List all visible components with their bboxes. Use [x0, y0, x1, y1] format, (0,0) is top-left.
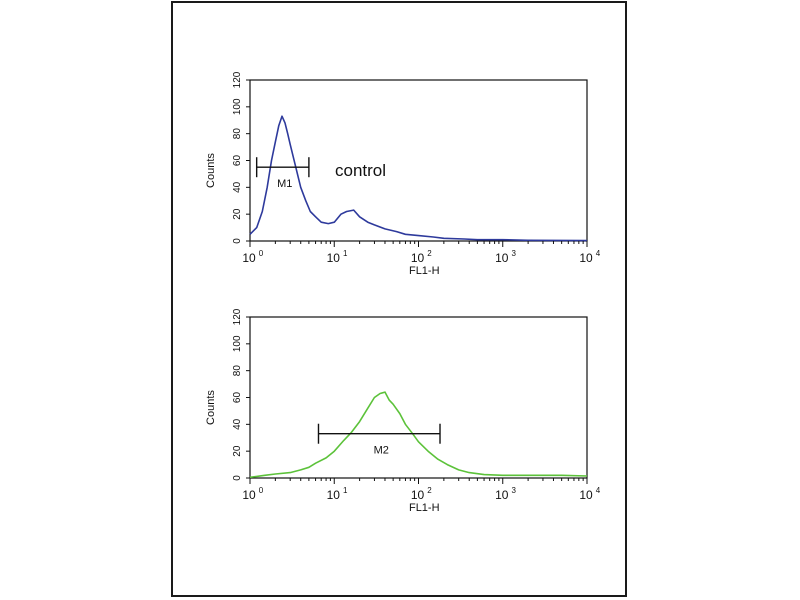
y-tick-label: 80 [232, 128, 243, 140]
y-axis-label: Counts [205, 390, 217, 425]
y-tick-label: 40 [232, 418, 243, 430]
x-tick-exponent: 4 [596, 486, 601, 495]
x-tick-exponent: 3 [512, 249, 517, 258]
x-ticks: 10 0 10 1 10 2 10 3 10 4 [242, 241, 601, 265]
y-tick-label: 120 [232, 71, 243, 88]
y-axis-label: Counts [205, 153, 217, 188]
x-tick-exponent: 1 [343, 486, 348, 495]
y-tick-label: 60 [232, 392, 243, 404]
x-tick-exponent: 3 [512, 486, 517, 495]
y-tick-label: 20 [232, 445, 243, 457]
plot-area-border [249, 316, 588, 479]
x-ticks: 10 0 10 1 10 2 10 3 10 4 [242, 478, 601, 502]
x-tick-label: 10 [495, 251, 509, 265]
y-tick-label: 80 [232, 365, 243, 377]
figure-frame [171, 1, 627, 597]
x-tick-label: 10 [411, 488, 425, 502]
gate-label: M1 [277, 178, 292, 190]
x-tick-label: 10 [579, 488, 593, 502]
x-tick-exponent: 2 [427, 249, 432, 258]
y-ticks: 0 20 40 60 80 100 120 [232, 308, 250, 481]
x-tick-label: 10 [579, 251, 593, 265]
x-tick-label: 10 [242, 251, 256, 265]
y-tick-label: 100 [232, 98, 243, 115]
chart-marks: M1 [249, 115, 588, 242]
axes-frame [249, 316, 588, 479]
y-ticks: 0 20 40 60 80 100 120 [232, 71, 250, 244]
x-tick-label: 10 [411, 251, 425, 265]
axes-frame [249, 79, 588, 242]
y-tick-label: 40 [232, 181, 243, 193]
x-tick-label: 10 [242, 488, 256, 502]
x-tick-exponent: 1 [343, 249, 348, 258]
gate-label: M2 [374, 445, 389, 457]
histogram-line [249, 391, 588, 479]
x-tick-exponent: 4 [596, 249, 601, 258]
x-tick-label: 10 [327, 251, 341, 265]
chart-marks: M2 [249, 391, 588, 479]
control-annotation: control [335, 161, 386, 180]
y-tick-label: 0 [232, 475, 243, 481]
x-tick-exponent: 2 [427, 486, 432, 495]
x-tick-exponent: 0 [259, 486, 264, 495]
plot-area-border [249, 79, 588, 242]
y-tick-label: 100 [232, 335, 243, 352]
y-tick-label: 0 [232, 238, 243, 244]
x-axis-label: FL1-H [409, 265, 440, 277]
x-tick-exponent: 0 [259, 249, 264, 258]
x-tick-label: 10 [495, 488, 509, 502]
y-tick-label: 60 [232, 155, 243, 167]
histogram-line [249, 115, 588, 242]
y-tick-label: 120 [232, 308, 243, 325]
y-tick-label: 20 [232, 208, 243, 220]
x-axis-label: FL1-H [409, 502, 440, 514]
x-tick-label: 10 [327, 488, 341, 502]
